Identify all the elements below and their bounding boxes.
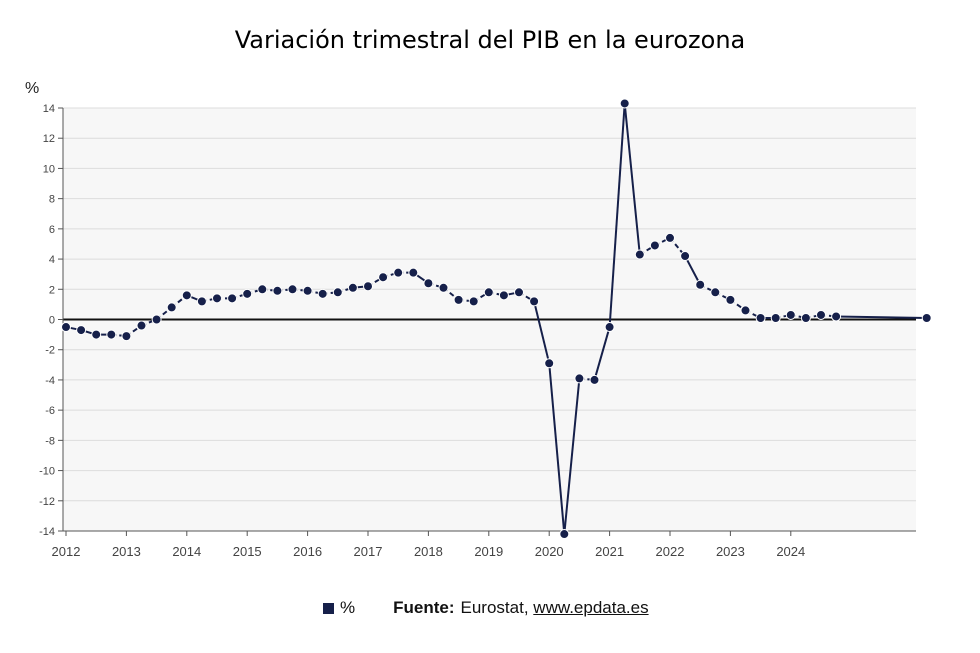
data-point[interactable] bbox=[530, 297, 539, 306]
data-point[interactable] bbox=[303, 286, 312, 295]
source-label: Fuente: bbox=[393, 598, 454, 618]
x-tick-label: 2024 bbox=[776, 544, 805, 559]
data-point[interactable] bbox=[560, 530, 569, 539]
legend-swatch bbox=[323, 603, 334, 614]
y-tick-label: -14 bbox=[39, 526, 55, 538]
y-tick-labels: 14 12 10 8 6 4 2 0 -2 -4 -6 -8 -10 -12 -14 bbox=[39, 103, 63, 538]
data-point[interactable] bbox=[696, 280, 705, 289]
y-tick-label: -4 bbox=[45, 375, 55, 387]
data-point[interactable] bbox=[756, 313, 765, 322]
data-point[interactable] bbox=[545, 359, 554, 368]
y-tick-label: 12 bbox=[43, 133, 55, 145]
data-point[interactable] bbox=[832, 312, 841, 321]
y-tick-label: -10 bbox=[39, 466, 55, 478]
data-point[interactable] bbox=[620, 99, 629, 108]
data-point[interactable] bbox=[379, 273, 388, 282]
y-tick-label: -8 bbox=[45, 435, 55, 447]
data-point[interactable] bbox=[666, 233, 675, 242]
source-org: Eurostat, bbox=[461, 598, 529, 618]
y-tick-label: 6 bbox=[49, 224, 55, 236]
data-point[interactable] bbox=[364, 282, 373, 291]
y-tick-label: 4 bbox=[49, 254, 55, 266]
y-tick-label: -6 bbox=[45, 405, 55, 417]
y-tick-label: 0 bbox=[49, 315, 55, 327]
data-point[interactable] bbox=[515, 288, 524, 297]
y-tick-label: 14 bbox=[43, 103, 55, 115]
data-point[interactable] bbox=[92, 330, 101, 339]
data-point[interactable] bbox=[922, 313, 931, 322]
legend-label: % bbox=[340, 598, 355, 618]
y-tick-label: -12 bbox=[39, 496, 55, 508]
x-tick-label: 2023 bbox=[716, 544, 745, 559]
data-point[interactable] bbox=[817, 310, 826, 319]
data-point[interactable] bbox=[62, 323, 71, 332]
data-point[interactable] bbox=[288, 285, 297, 294]
data-point[interactable] bbox=[228, 294, 237, 303]
data-point[interactable] bbox=[213, 294, 222, 303]
x-tick-labels: 2012 2013 2014 2015 2016 2017 2018 2019 2020 2021… bbox=[52, 531, 916, 559]
data-point[interactable] bbox=[167, 303, 176, 312]
y-tick-label: 2 bbox=[49, 284, 55, 296]
data-point[interactable] bbox=[258, 285, 267, 294]
x-tick-label: 2020 bbox=[535, 544, 564, 559]
data-point[interactable] bbox=[348, 283, 357, 292]
data-point[interactable] bbox=[424, 279, 433, 288]
data-point[interactable] bbox=[650, 241, 659, 250]
x-tick-label: 2016 bbox=[293, 544, 322, 559]
data-point[interactable] bbox=[801, 313, 810, 322]
data-point[interactable] bbox=[409, 268, 418, 277]
data-point[interactable] bbox=[635, 250, 644, 259]
data-point[interactable] bbox=[152, 315, 161, 324]
data-point[interactable] bbox=[454, 295, 463, 304]
data-point[interactable] bbox=[681, 252, 690, 261]
x-tick-label: 2013 bbox=[112, 544, 141, 559]
data-point[interactable] bbox=[575, 374, 584, 383]
data-point[interactable] bbox=[741, 306, 750, 315]
data-point[interactable] bbox=[243, 289, 252, 298]
data-point[interactable] bbox=[394, 268, 403, 277]
x-tick-label: 2015 bbox=[233, 544, 262, 559]
x-tick-label: 2014 bbox=[172, 544, 201, 559]
data-point[interactable] bbox=[77, 326, 86, 335]
data-point[interactable] bbox=[318, 289, 327, 298]
x-tick-label: 2021 bbox=[595, 544, 624, 559]
legend: % Fuente: Eurostat, www.epdata.es bbox=[323, 598, 649, 618]
data-point[interactable] bbox=[273, 286, 282, 295]
data-point[interactable] bbox=[771, 313, 780, 322]
data-point[interactable] bbox=[137, 321, 146, 330]
x-tick-label: 2017 bbox=[354, 544, 383, 559]
data-point[interactable] bbox=[605, 323, 614, 332]
data-point[interactable] bbox=[182, 291, 191, 300]
source-url[interactable]: www.epdata.es bbox=[533, 598, 648, 618]
data-point[interactable] bbox=[711, 288, 720, 297]
data-point[interactable] bbox=[333, 288, 342, 297]
data-point[interactable] bbox=[590, 375, 599, 384]
y-tick-label: 8 bbox=[49, 194, 55, 206]
data-point[interactable] bbox=[439, 283, 448, 292]
data-point[interactable] bbox=[726, 295, 735, 304]
data-point[interactable] bbox=[197, 297, 206, 306]
y-tick-label: -2 bbox=[45, 345, 55, 357]
data-point[interactable] bbox=[122, 332, 131, 341]
data-point[interactable] bbox=[499, 291, 508, 300]
x-tick-label: 2018 bbox=[414, 544, 443, 559]
y-tick-label: 10 bbox=[43, 163, 55, 175]
x-tick-label: 2022 bbox=[656, 544, 685, 559]
data-point[interactable] bbox=[484, 288, 493, 297]
data-point[interactable] bbox=[107, 330, 116, 339]
x-tick-label: 2012 bbox=[52, 544, 81, 559]
x-tick-label: 2019 bbox=[474, 544, 503, 559]
data-point[interactable] bbox=[469, 297, 478, 306]
data-point[interactable] bbox=[786, 310, 795, 319]
